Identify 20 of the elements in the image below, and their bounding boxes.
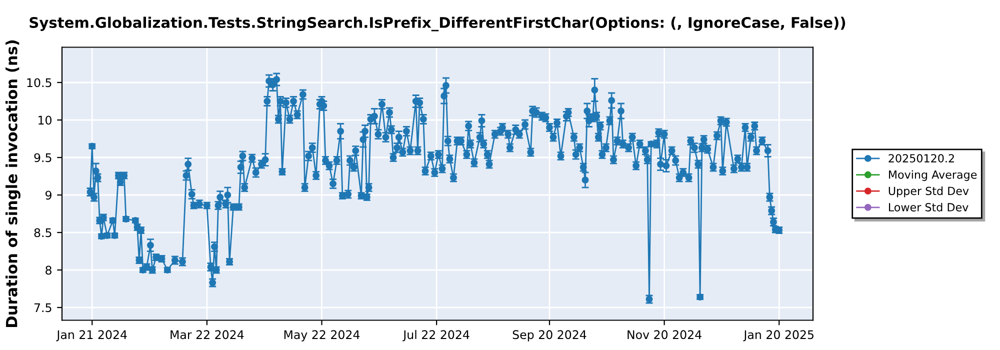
y-tick-label: 9 — [46, 190, 52, 200]
x-tick-label: Nov 20 2024 — [628, 330, 702, 340]
legend-label: 20250120.2 — [888, 154, 954, 163]
y-tick-label: 7.5 — [34, 303, 52, 312]
x-tick-label: Jul 22 2024 — [402, 330, 470, 342]
legend-label: Upper Std Dev — [888, 186, 969, 198]
chart-title: System.Globalization.Tests.StringSearch.IsPrefix_DifferentFirstChar(Options: (, IgnoreCase, False)) — [30, 16, 846, 32]
y-tick-label: 10.5 — [27, 78, 52, 88]
y-tick-label: 9.5 — [34, 153, 52, 162]
x-tick-label: Jan 20 2025 — [743, 330, 814, 342]
x-tick-label: Jan 21 2024 — [56, 330, 127, 342]
x-tick-label: Mar 22 2024 — [170, 330, 244, 340]
x-tick-label: Sep 20 2024 — [512, 330, 586, 342]
y-tick-label: 8.5 — [34, 228, 52, 238]
x-tick-label: May 22 2024 — [284, 330, 360, 342]
y-axis-title: Duration of single invocation (ns) — [6, 40, 20, 327]
y-tick-label: 8 — [46, 266, 52, 275]
y-tick-label: 10 — [38, 116, 52, 125]
legend-label: Moving Average — [888, 170, 977, 181]
legend-label: Lower Std Dev — [888, 202, 968, 212]
